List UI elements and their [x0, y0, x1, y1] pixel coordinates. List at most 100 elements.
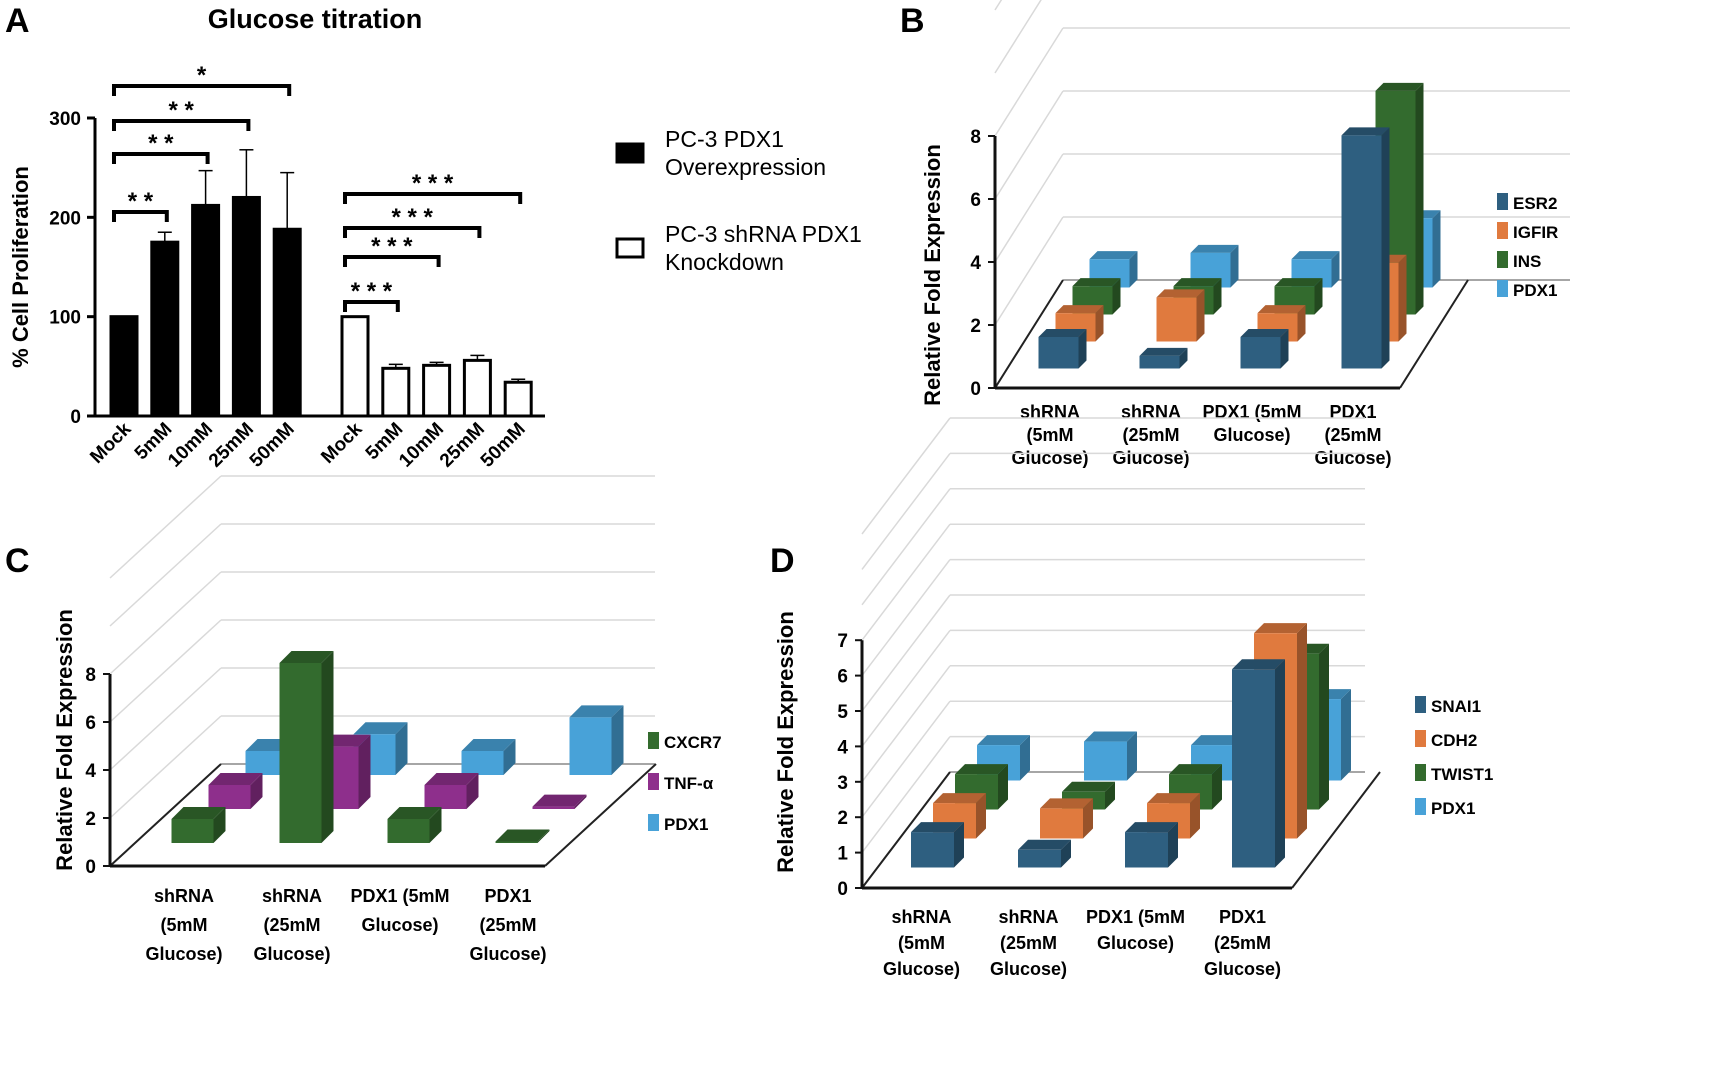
bar-side [395, 722, 408, 775]
bar-top [353, 722, 408, 735]
bar-top [424, 773, 479, 785]
significance-label: * * * [351, 278, 393, 305]
bar-top [1055, 305, 1104, 314]
x-tick-label: Glucose) [253, 944, 330, 964]
x-tick-label: (25mM [1214, 933, 1271, 953]
bar-top [208, 773, 263, 785]
bar [109, 315, 139, 418]
bar-side [1020, 735, 1030, 781]
bar [911, 832, 954, 868]
bar-side [1280, 329, 1289, 369]
bar-top [955, 764, 1008, 775]
bar-side [611, 705, 624, 775]
bar [569, 717, 612, 775]
bar-top [171, 807, 226, 819]
legend-label: SNAI1 [1431, 697, 1481, 716]
bar [1341, 135, 1382, 369]
bar-side [1275, 659, 1285, 868]
chart-a-title: Glucose titration [208, 4, 423, 34]
x-tick-label: shRNA [154, 886, 214, 906]
y-tick-label: 0 [70, 407, 81, 428]
x-tick-label: Glucose) [145, 944, 222, 964]
bar-top [1274, 278, 1323, 287]
x-tick-label: shRNA [1020, 402, 1080, 422]
bar-side [1127, 731, 1137, 781]
bar-side [1341, 689, 1351, 781]
bar-side [358, 734, 371, 809]
y-tick-label: 2 [85, 809, 96, 830]
bar [1038, 337, 1079, 369]
bar-side [1230, 244, 1239, 288]
side-gridline [861, 736, 951, 854]
x-tick-label: Glucose) [1097, 933, 1174, 953]
bar-top [1147, 793, 1200, 804]
floor-edge [109, 763, 657, 867]
x-tick-label: 25mM [436, 419, 489, 472]
x-tick-label: shRNA [998, 907, 1058, 927]
y-tick-label: 8 [85, 665, 96, 686]
x-tick-label: shRNA [891, 907, 951, 927]
bar-side [1432, 210, 1441, 288]
significance-bracket [112, 210, 169, 222]
bar-side [1179, 347, 1188, 369]
x-tick-label: (5mM [898, 933, 945, 953]
x-tick-label: Glucose) [1213, 425, 1290, 445]
significance-bracket [343, 192, 523, 204]
legend-swatch [648, 773, 659, 790]
legend-label: ESR2 [1513, 194, 1557, 213]
y-tick-label: 1 [837, 844, 848, 865]
bar-side [1314, 278, 1323, 315]
bar-side [1398, 254, 1407, 342]
side-gridline [994, 0, 1003, 11]
bar [191, 203, 221, 418]
x-tick-label: 50mM [477, 419, 530, 472]
floor-edge [994, 279, 1469, 389]
bar-top [1018, 839, 1071, 850]
bar-top [1257, 305, 1306, 314]
y-tick-label: 0 [837, 879, 848, 900]
bar-top [532, 794, 587, 807]
x-tick-label: PDX1 [1219, 907, 1266, 927]
bar-top [387, 807, 442, 819]
bar [422, 363, 452, 418]
bar-top [1169, 764, 1222, 775]
side-gridline [109, 619, 222, 723]
y-tick-label: 0 [970, 379, 981, 400]
bar-side [1213, 278, 1222, 315]
bar-side [537, 829, 550, 843]
bar [279, 663, 322, 843]
side-gridline [109, 475, 222, 579]
bar-side [1190, 793, 1200, 839]
chart-b: 0 2 4 6 8 Relative Fold Expression shRNA (5mM Gl… [920, 0, 1570, 468]
bar-top [1173, 278, 1222, 287]
significance-bracket [112, 119, 251, 131]
side-gridline [109, 667, 222, 771]
significance-label: * * * [392, 204, 434, 231]
x-tick-label: Glucose) [1112, 448, 1189, 468]
x-tick-label: PDX1 [1329, 402, 1376, 422]
legend-label: CXCR7 [664, 733, 722, 752]
legend-swatch [1415, 696, 1426, 713]
legend-label: TWIST1 [1431, 765, 1493, 784]
bar-side [1083, 798, 1093, 839]
x-tick-label: Glucose) [990, 959, 1067, 979]
legend-label: TNF-α [664, 774, 714, 793]
bar-side [1061, 839, 1071, 868]
bar-side [1112, 278, 1121, 315]
legend-label: PC-3 PDX1 [665, 126, 784, 152]
x-tick-label: (5mM [160, 915, 207, 935]
side-gridline [861, 700, 951, 818]
bar-top [1341, 127, 1390, 136]
significance-bracket [343, 300, 400, 312]
bar-side [1105, 781, 1115, 810]
bar-top [1084, 731, 1137, 742]
x-tick-label: 25mM [205, 419, 258, 472]
bar-top [1062, 781, 1115, 792]
side-gridline [994, 153, 1064, 263]
x-tick-label: Glucose) [883, 959, 960, 979]
x-tick-label: (25mM [479, 915, 536, 935]
bar-top [569, 705, 624, 718]
y-tick-label: 7 [837, 631, 848, 652]
y-tick-label: 2 [837, 808, 848, 829]
